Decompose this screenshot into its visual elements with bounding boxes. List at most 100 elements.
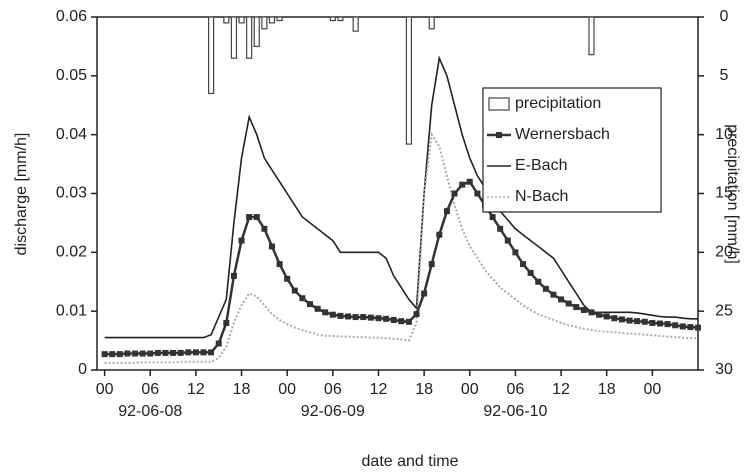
y2-tick-label: 0 <box>720 8 729 25</box>
series-marker <box>230 272 237 279</box>
precipitation-bar <box>230 16 238 59</box>
y-tick-label: 0.05 <box>56 67 87 84</box>
series-marker <box>352 314 359 321</box>
y-tick-label: 0.01 <box>56 302 87 319</box>
series-marker <box>367 314 374 321</box>
series-marker <box>139 350 146 357</box>
legend-box <box>482 87 662 213</box>
series-marker <box>215 340 222 347</box>
series-marker <box>223 319 230 326</box>
y-tick-label: 0.06 <box>56 8 87 25</box>
series-marker <box>299 295 306 302</box>
y-tick-label: 0.02 <box>56 244 87 261</box>
x-tick-label: 18 <box>598 381 616 398</box>
series-marker <box>177 349 184 356</box>
precipitation-bar <box>329 16 336 22</box>
y-tick-label: 0 <box>78 361 87 378</box>
series-marker <box>238 237 245 244</box>
series-marker <box>626 317 633 324</box>
series-marker <box>466 178 473 185</box>
x-tick-label: 00 <box>461 381 479 398</box>
x-tick-label: 06 <box>141 381 159 398</box>
series-marker <box>565 300 572 307</box>
series-marker <box>116 351 123 358</box>
series-marker <box>101 351 108 358</box>
series-marker <box>147 350 154 357</box>
legend-label: precipitation <box>515 95 601 112</box>
series-marker <box>154 349 161 356</box>
series-marker <box>588 309 595 316</box>
series-marker <box>428 261 435 268</box>
series-marker <box>558 296 565 303</box>
series-marker <box>656 320 663 327</box>
series-marker <box>162 349 169 356</box>
x-tick-label: 00 <box>96 381 114 398</box>
series-marker <box>672 322 679 329</box>
series-marker <box>451 190 458 197</box>
date-label: 92-06-09 <box>301 403 365 420</box>
series-marker <box>375 315 382 322</box>
precipitation-bar <box>261 16 268 30</box>
series-marker <box>345 313 352 320</box>
series-marker <box>253 214 260 221</box>
series-marker <box>390 316 397 323</box>
series-marker <box>314 305 321 312</box>
series-marker <box>360 314 367 321</box>
series-marker <box>413 311 420 318</box>
precipitation-bar <box>588 16 595 56</box>
x-tick-label: 18 <box>233 381 251 398</box>
series-marker <box>634 318 641 325</box>
series-marker <box>641 318 648 325</box>
precipitation-bar <box>428 16 435 30</box>
series-marker <box>208 349 215 356</box>
series-marker <box>550 291 557 298</box>
legend-label: Wernersbach <box>515 126 610 143</box>
precipitation-bar <box>238 16 245 24</box>
y-tick-label: 0.04 <box>56 126 87 143</box>
series-marker <box>695 324 701 331</box>
series-marker <box>132 350 139 357</box>
series-marker <box>307 301 314 308</box>
series-marker <box>527 269 534 276</box>
x-tick-label: 06 <box>324 381 342 398</box>
series-line <box>104 131 698 364</box>
series-marker <box>329 311 336 318</box>
series-marker <box>185 349 192 356</box>
precipitation-bar <box>405 16 413 145</box>
precipitation-bar <box>352 16 359 32</box>
series-marker <box>268 243 275 250</box>
series-marker <box>170 349 177 356</box>
precipitation-bar <box>208 16 215 95</box>
series-marker <box>687 324 694 331</box>
series-marker <box>497 225 504 232</box>
series-marker <box>337 312 344 319</box>
series-marker <box>421 290 428 297</box>
precipitation-bar <box>246 16 253 59</box>
x-tick-label: 12 <box>187 381 205 398</box>
series-marker <box>436 231 443 238</box>
series-marker <box>261 225 268 232</box>
series-marker <box>603 313 610 320</box>
series-marker <box>291 287 298 294</box>
series-marker <box>504 237 511 244</box>
y2-tick-label: 15 <box>715 185 733 202</box>
series-marker <box>489 214 496 221</box>
precipitation-bar <box>268 16 276 24</box>
series-marker <box>649 319 656 326</box>
y2-tick-label: 20 <box>715 244 733 261</box>
x-tick-label: 00 <box>643 381 661 398</box>
series-marker <box>124 350 131 357</box>
date-label: 92-06-10 <box>483 403 547 420</box>
y-axis-label: discharge [mm/h] <box>13 133 30 256</box>
y-tick-label: 0.03 <box>56 185 87 202</box>
series-marker <box>405 318 412 325</box>
series-marker <box>398 318 405 325</box>
series-marker <box>200 349 207 356</box>
y2-tick-label: 10 <box>715 126 733 143</box>
x-tick-label: 00 <box>278 381 296 398</box>
x-tick-label: 06 <box>507 381 525 398</box>
y2-tick-label: 25 <box>715 302 733 319</box>
precipitation-bar <box>223 16 230 24</box>
series-marker <box>535 278 542 285</box>
